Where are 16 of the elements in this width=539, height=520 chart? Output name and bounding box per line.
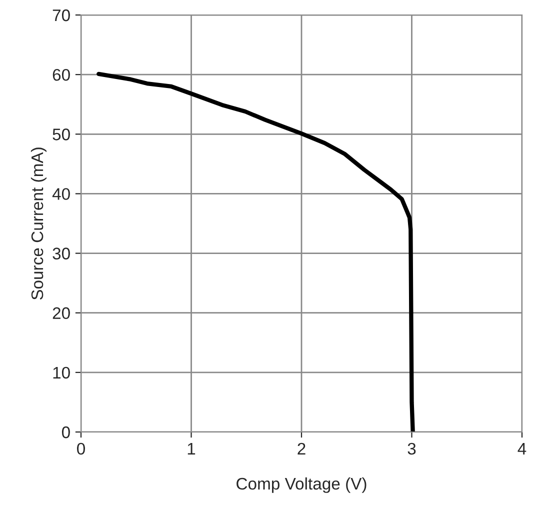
y-tick-label: 0 <box>62 426 70 438</box>
x-tick-label: 0 <box>77 442 85 455</box>
y-tick-label: 40 <box>52 188 70 200</box>
line-series <box>96 72 415 432</box>
y-tick-label: 10 <box>53 366 70 379</box>
y-tick-label: 70 <box>52 9 70 22</box>
x-tick-label: 1 <box>188 443 196 454</box>
x-tick-label: 2 <box>298 442 306 454</box>
y-tick-label: 20 <box>52 307 70 320</box>
x-axis-title: Comp Voltage (V) <box>236 477 366 493</box>
y-axis-title: Source Current (mA) <box>30 148 46 300</box>
y-tick-label: 30 <box>52 248 70 260</box>
y-tick-label: 50 <box>52 128 70 140</box>
x-tick-label: 3 <box>408 442 416 455</box>
x-tick-label: 4 <box>518 443 526 454</box>
y-tick-label: 60 <box>52 68 70 81</box>
